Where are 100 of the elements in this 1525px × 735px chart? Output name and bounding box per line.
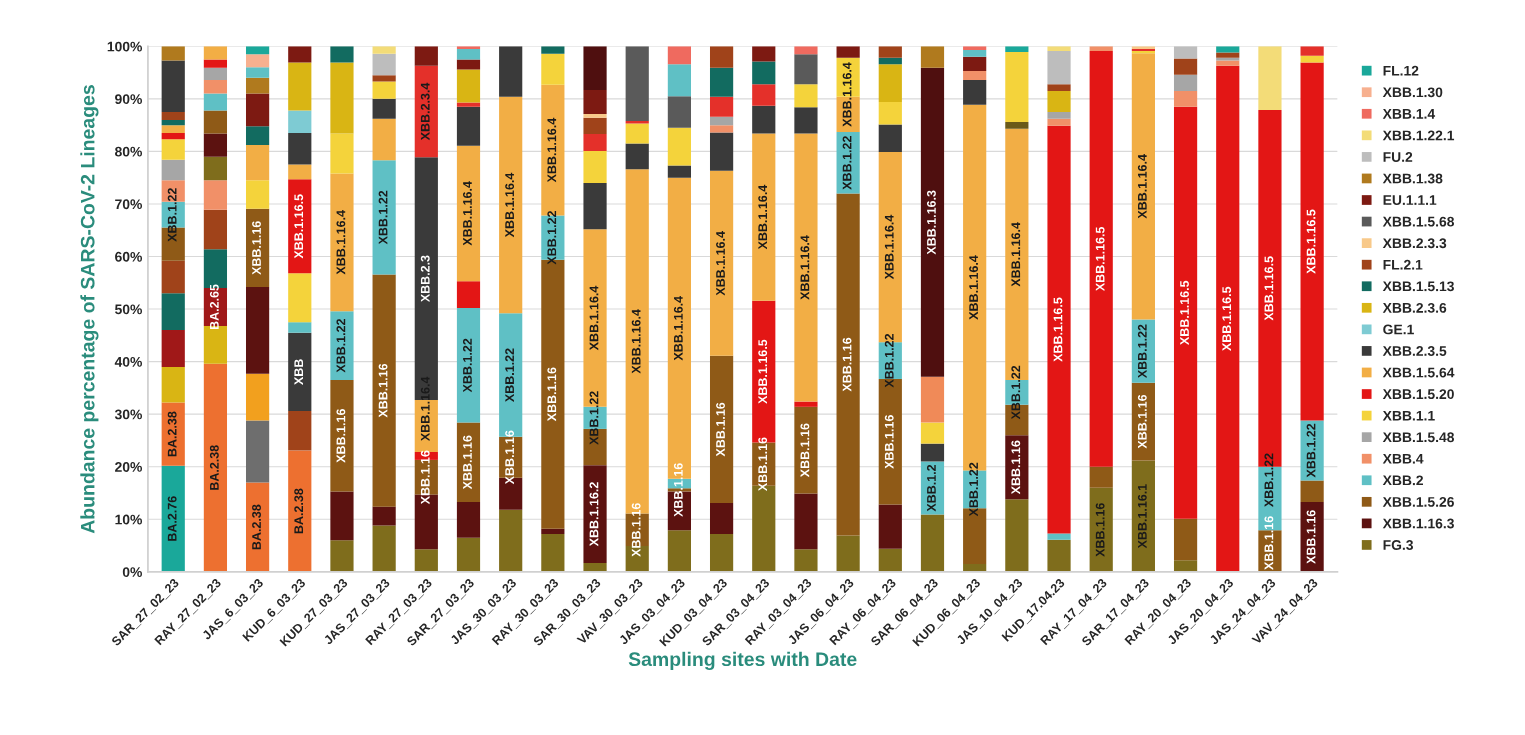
data-label: XBB.1.16 xyxy=(842,337,852,392)
bar xyxy=(246,420,270,483)
bar xyxy=(161,159,185,181)
bar xyxy=(752,84,776,106)
data-label: XBB.1.16.4 xyxy=(631,309,641,374)
data-label: XBB.1.22 xyxy=(378,190,388,245)
bar xyxy=(920,514,945,572)
bar xyxy=(372,98,396,119)
bar xyxy=(1005,499,1029,572)
legend-label: XBB.2.3.6 xyxy=(1382,302,1447,313)
y-tick-label: 40% xyxy=(114,356,142,367)
legend-label: XBB.1.5.64 xyxy=(1382,367,1455,378)
bar xyxy=(456,102,481,107)
bar xyxy=(667,96,691,128)
bar xyxy=(709,132,734,171)
data-label: XBB.1.16.4 xyxy=(1137,154,1147,219)
bar xyxy=(330,540,354,572)
data-label: XBB.1.16.4 xyxy=(884,214,894,280)
bar xyxy=(372,53,396,76)
data-label: XBB.1.22 xyxy=(1137,324,1147,379)
y-tick-label: 90% xyxy=(115,94,142,105)
y-tick-label: 70% xyxy=(115,199,142,210)
data-label: XBB.1.16.2 xyxy=(589,482,599,547)
bar xyxy=(288,62,312,111)
bar xyxy=(794,549,818,572)
bar xyxy=(456,501,481,538)
bar xyxy=(1089,51,1113,467)
legend-label: XBB.1.30 xyxy=(1382,87,1443,98)
legend-label: XBB.1.38 xyxy=(1382,173,1443,184)
bar xyxy=(920,67,945,377)
bar xyxy=(246,482,270,572)
bar xyxy=(161,125,185,134)
data-label: XBB.1.22 xyxy=(1011,365,1021,420)
bar xyxy=(709,46,734,68)
bar xyxy=(246,93,270,127)
bar xyxy=(963,71,987,80)
bar xyxy=(963,79,987,105)
data-label: XBB.1.16 xyxy=(420,450,430,505)
data-label: XBB.1.22 xyxy=(1306,423,1316,478)
bar xyxy=(499,96,523,314)
data-label: BA.2.65 xyxy=(209,284,219,330)
bar xyxy=(1173,90,1198,107)
data-label: XBB.1.16.4 xyxy=(589,285,599,351)
bar xyxy=(288,332,312,412)
data-label: XBB.1.2 xyxy=(926,464,936,512)
bar xyxy=(161,112,185,120)
bar xyxy=(1216,52,1240,58)
bar xyxy=(161,465,185,572)
bar xyxy=(288,450,312,572)
bar xyxy=(203,67,228,80)
data-label: XBB.1.16.1 xyxy=(1137,484,1147,549)
data-label: XBB.1.22 xyxy=(969,462,978,517)
bar xyxy=(583,465,607,563)
bar xyxy=(794,401,818,407)
bar xyxy=(372,160,396,275)
bar xyxy=(161,293,185,331)
legend-label: XBB.2 xyxy=(1382,475,1423,486)
bar xyxy=(288,133,312,165)
legend-label: FG.3 xyxy=(1383,540,1414,550)
bar xyxy=(330,491,354,541)
bar xyxy=(709,125,734,133)
y-tick-label: 30% xyxy=(114,409,142,420)
data-label: XBB.1.16.5 xyxy=(1222,286,1232,351)
data-label: BA.2.38 xyxy=(209,445,219,490)
y-tick-label: 100% xyxy=(107,41,143,52)
data-label: XBB.1.22 xyxy=(336,318,346,373)
bar xyxy=(878,57,902,65)
data-label: XBB.1.22 xyxy=(589,391,599,445)
bar xyxy=(499,46,523,97)
bar xyxy=(709,170,734,356)
y-tick-label: 80% xyxy=(115,146,142,157)
data-label: XBB.1.16 xyxy=(378,363,388,418)
legend-label: XBB.4 xyxy=(1382,454,1424,464)
bar xyxy=(1047,51,1071,85)
data-label: XBB.1.16.5 xyxy=(1053,297,1063,362)
bar xyxy=(456,69,481,103)
bar xyxy=(920,422,945,444)
data-label: XBB.1.16 xyxy=(252,221,261,275)
legend-label: FU.2 xyxy=(1383,152,1413,162)
data-label: XBB.1.16 xyxy=(1095,503,1105,557)
bar xyxy=(456,106,481,146)
bar xyxy=(878,46,902,58)
bar xyxy=(246,180,270,209)
bar xyxy=(161,330,185,367)
bar xyxy=(1300,55,1324,63)
bar xyxy=(1300,480,1324,502)
y-tick-label: 20% xyxy=(115,462,142,472)
legend-label: XBB.1.5.13 xyxy=(1382,281,1454,292)
legend-label: FL.12 xyxy=(1383,65,1419,76)
bar xyxy=(583,562,607,572)
bar xyxy=(794,107,818,134)
bar xyxy=(752,133,776,301)
data-label: BA.2.38 xyxy=(167,411,177,457)
bar xyxy=(583,46,607,90)
bar xyxy=(878,102,902,125)
bar xyxy=(246,145,270,181)
bar xyxy=(794,406,818,494)
bar xyxy=(709,96,734,117)
bar xyxy=(541,533,565,572)
bar xyxy=(330,173,354,312)
